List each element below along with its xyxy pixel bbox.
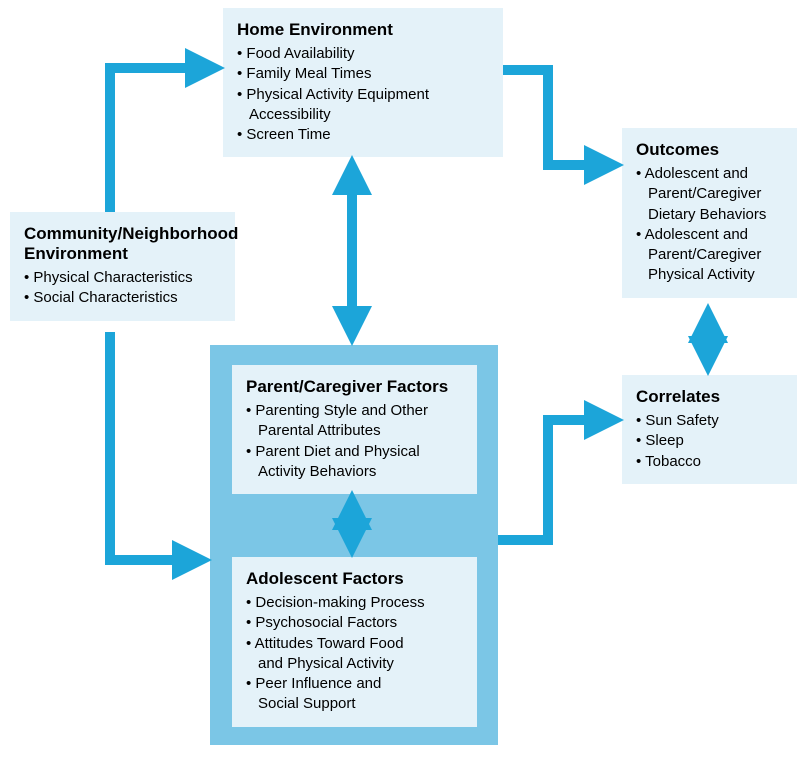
node-community-list: Physical Characteristics Social Characte… [24, 268, 221, 309]
node-adolescent-title: Adolescent Factors [246, 569, 463, 589]
edge-community-frame [110, 332, 192, 560]
node-home-title: Home Environment [237, 20, 489, 40]
list-item: Psychosocial Factors [246, 613, 463, 633]
node-correlates: Correlates Sun Safety Sleep Tobacco [622, 375, 797, 484]
list-item: Sleep [636, 431, 783, 451]
node-community-title: Community/Neighborhood Environment [24, 224, 221, 264]
list-item: Physical Characteristics [24, 268, 221, 288]
list-item: Physical Activity Equipment Accessibilit… [237, 85, 447, 126]
edge-community-home [110, 68, 205, 212]
node-community: Community/Neighborhood Environment Physi… [10, 212, 235, 321]
node-adolescent-list: Decision-making Process Psychosocial Fac… [246, 593, 463, 715]
list-item: Parenting Style and Other Parental Attri… [246, 401, 441, 442]
node-outcomes-list: Adolescent and Parent/Caregiver Dietary … [636, 164, 783, 286]
node-home-list: Food Availability Family Meal Times Phys… [237, 44, 489, 145]
node-home: Home Environment Food Availability Famil… [223, 8, 503, 157]
list-item: Adolescent and Parent/Caregiver Physical… [636, 225, 783, 286]
list-item: Tobacco [636, 452, 783, 472]
list-item: Screen Time [237, 125, 489, 145]
node-correlates-title: Correlates [636, 387, 783, 407]
edge-home-outcomes [503, 70, 604, 165]
list-item: Peer Influence and Social Support [246, 674, 411, 715]
node-outcomes: Outcomes Adolescent and Parent/Caregiver… [622, 128, 797, 298]
list-item: Sun Safety [636, 411, 783, 431]
list-item: Parent Diet and Physical Activity Behavi… [246, 442, 441, 483]
node-correlates-list: Sun Safety Sleep Tobacco [636, 411, 783, 472]
list-item: Decision-making Process [246, 593, 463, 613]
node-outcomes-title: Outcomes [636, 140, 783, 160]
node-parent-title: Parent/Caregiver Factors [246, 377, 463, 397]
list-item: Attitudes Toward Food and Physical Activ… [246, 634, 431, 675]
node-parent-list: Parenting Style and Other Parental Attri… [246, 401, 463, 482]
list-item: Social Characteristics [24, 288, 221, 308]
node-parent: Parent/Caregiver Factors Parenting Style… [232, 365, 477, 494]
node-adolescent: Adolescent Factors Decision-making Proce… [232, 557, 477, 727]
list-item: Adolescent and Parent/Caregiver Dietary … [636, 164, 783, 225]
list-item: Food Availability [237, 44, 489, 64]
list-item: Family Meal Times [237, 64, 489, 84]
edge-frame-correlates [498, 420, 604, 540]
